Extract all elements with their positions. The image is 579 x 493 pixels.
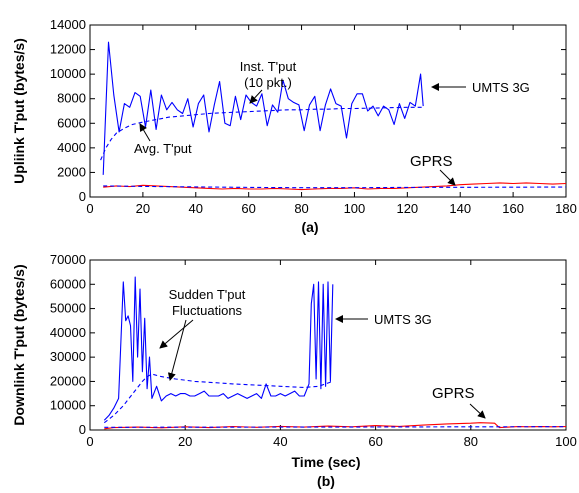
downlink-y-tick-label: 70000	[50, 252, 86, 267]
uplink-x-tick-label: 140	[449, 201, 471, 216]
downlink-y-axis-label: Downlink T'put (bytes/s)	[11, 264, 27, 425]
uplink-y-tick-label: 0	[79, 189, 86, 204]
downlink-chart: 0 20 40 60 80 100 0 10000 20000 30000 40000 50000 60…	[11, 252, 577, 489]
uplink-x-tick-label: 60	[241, 201, 255, 216]
downlink-x-tick-label: 0	[86, 434, 93, 449]
uplink-y-axis-label: Upliink T'put (bytes/s)	[11, 38, 27, 184]
downlink-umts-annotation: UMTS 3G	[374, 312, 432, 327]
downlink-gprs-arrow	[469, 403, 486, 419]
uplink-x-tick-label: 80	[294, 201, 308, 216]
downlink-y-tick-label: 30000	[50, 349, 86, 364]
uplink-y-tick-label: 2000	[57, 164, 86, 179]
downlink-x-tick-label: 80	[464, 434, 478, 449]
uplink-x-tick-label: 0	[86, 201, 93, 216]
downlink-y-tick-label: 20000	[50, 373, 86, 388]
inst-tput-annotation-line1: Inst. T'put	[240, 59, 297, 74]
avg-tput-arrow	[139, 123, 151, 142]
uplink-x-tick-label: 40	[189, 201, 203, 216]
uplink-y-tick-label: 10000	[50, 66, 86, 81]
downlink-x-axis-label: Time (sec)	[292, 454, 361, 470]
downlink-y-tick-label: 10000	[50, 398, 86, 413]
uplink-gprs-annotation: GPRS	[410, 153, 453, 170]
uplink-x-tick-label: 100	[344, 201, 366, 216]
downlink-x-tick-label: 60	[368, 434, 382, 449]
uplink-series-gprs-avg	[103, 185, 567, 189]
downlink-y-tick-label: 40000	[50, 325, 86, 340]
uplink-umts-annotation: UMTS 3G	[472, 80, 530, 95]
downlink-series-umts-avg	[103, 373, 333, 424]
uplink-y-tick-label: 6000	[57, 115, 86, 130]
uplink-series-gprs-inst	[103, 182, 567, 191]
downlink-x-tick-label: 40	[273, 434, 287, 449]
downlink-x-tick-label: 20	[178, 434, 192, 449]
uplink-x-tick-label: 120	[396, 201, 418, 216]
fluctuation-arrow-left	[159, 319, 194, 349]
uplink-y-tick-label: 12000	[50, 42, 86, 57]
downlink-y-tick-label: 60000	[50, 276, 86, 291]
uplink-x-tick-label: 20	[136, 201, 150, 216]
downlink-panel-label: (b)	[317, 473, 335, 489]
uplink-chart: 0 20 40 60 80 100 120 140 160 180 0 2000 4000 6000 800…	[11, 17, 577, 235]
uplink-y-tick-label: 8000	[57, 91, 86, 106]
uplink-y-tick-label: 4000	[57, 140, 86, 155]
fluctuation-annotation-line1: Sudden T'put	[169, 287, 246, 302]
uplink-panel-label: (a)	[301, 219, 318, 235]
downlink-x-tick-label: 100	[555, 434, 577, 449]
inst-tput-arrow	[249, 89, 263, 104]
uplink-plot-frame	[89, 24, 567, 198]
fluctuation-annotation-line2: Fluctuations	[172, 303, 243, 318]
inst-tput-annotation-line2: (10 pkt.)	[244, 75, 292, 90]
downlink-y-tick-label: 50000	[50, 301, 86, 316]
uplink-series-umts-inst	[102, 41, 424, 175]
uplink-gprs-arrow	[439, 169, 456, 186]
uplink-x-tick-label: 180	[555, 201, 577, 216]
fluctuation-arrow-down	[167, 319, 187, 381]
uplink-x-tick-label: 160	[502, 201, 524, 216]
uplink-y-tick-label: 14000	[50, 17, 86, 32]
avg-tput-annotation: Avg. T'put	[134, 141, 192, 156]
downlink-plot-frame	[89, 259, 567, 431]
downlink-y-tick-label: 0	[79, 422, 86, 437]
downlink-series-gprs-inst	[104, 422, 567, 430]
downlink-series-umts-inst	[103, 276, 334, 421]
uplink-series-umts-avg	[100, 106, 424, 161]
downlink-gprs-annotation: GPRS	[432, 385, 475, 402]
